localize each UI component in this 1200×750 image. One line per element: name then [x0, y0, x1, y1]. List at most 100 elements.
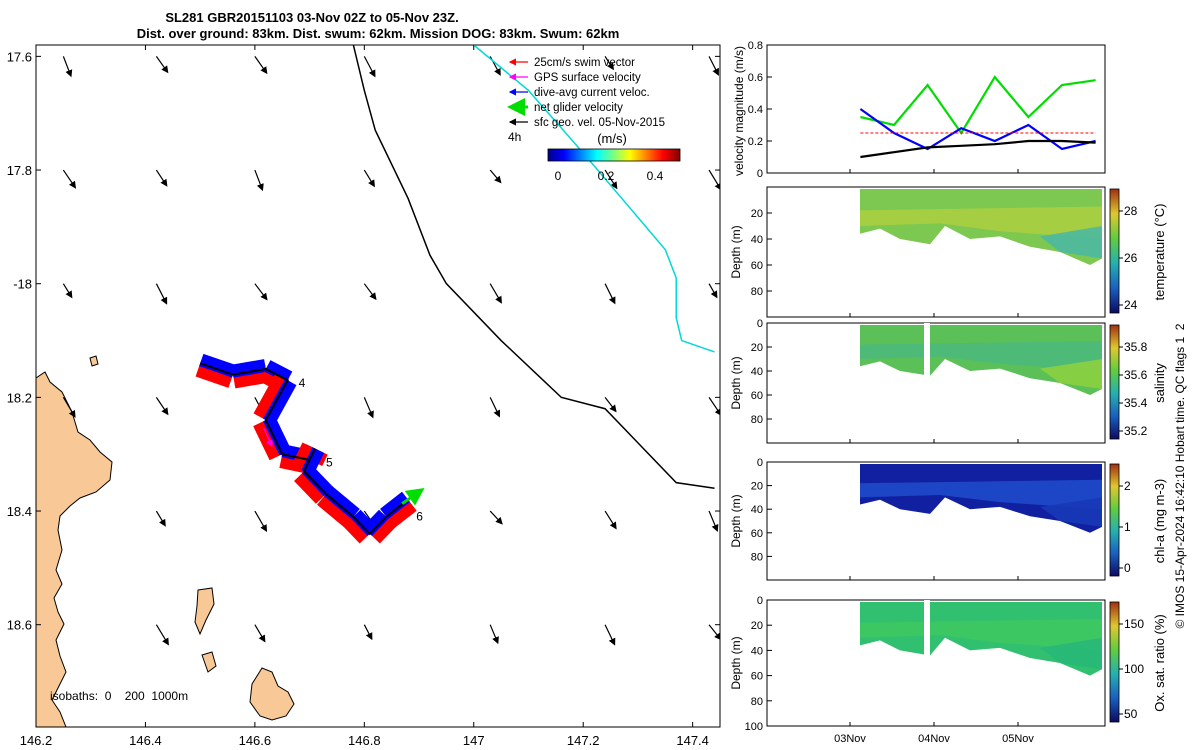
section-ytick-label: 20 [751, 620, 763, 632]
colorbar-tick-1: 0.2 [598, 169, 615, 183]
sfc-vector-arrow [254, 169, 264, 192]
dive-current-swath [263, 378, 297, 425]
colorbar-label: salinity [1152, 363, 1167, 403]
legend-gps-label: GPS surface velocity [534, 72, 641, 84]
sfc-vector-arrow [363, 169, 375, 188]
sfc-vector-arrow [708, 283, 718, 299]
sfc-vector-arrow [363, 397, 374, 419]
net-velocity-arrow [401, 487, 425, 506]
sfc-vector-arrow [363, 283, 377, 301]
colorbar-label: chl-a (mg m-3) [1152, 479, 1167, 564]
map-xtick-label: 146.2 [20, 733, 53, 748]
section-ylabel: Depth (m) [729, 494, 743, 547]
section-ytick-label: 40 [751, 645, 763, 657]
coastline-land [36, 371, 113, 727]
colorbar-tick-label: 24 [1124, 298, 1138, 312]
section-colorbar [1109, 463, 1120, 577]
section-ytick-label: 60 [751, 260, 763, 272]
velocity-line-dive-avg-current-veloc- [859, 108, 1096, 151]
velocity-line-net-glider-velocity [860, 75, 1096, 136]
section-ytick-label: 80 [751, 414, 763, 426]
sfc-vector-arrow [489, 397, 501, 418]
sfc-vector-arrow [489, 283, 502, 304]
island-1 [194, 587, 215, 636]
swim-vector-swath [343, 513, 373, 544]
sfc-vector-arrow [604, 169, 618, 190]
colorbar-tick-label: 2 [1124, 479, 1131, 493]
sfc-vector-arrow [155, 510, 166, 527]
sfc-vector-arrow [62, 283, 73, 299]
sfc-vector-arrow [604, 510, 617, 530]
colorbar-tick-label: 150 [1124, 617, 1144, 631]
sfc-vector-arrow [708, 169, 720, 191]
section-panel-salinity: 0 20 40 60 80 Depth (m) 35.8 35.6 35.4 35.2 salini… [729, 318, 1167, 444]
section-xtick-label: 05Nov [1002, 733, 1034, 745]
section-data-deep [1040, 497, 1102, 527]
section-xtick-label: 03Nov [834, 733, 866, 745]
section-panel-chla: 0 20 40 60 80 Depth (m) 2 1 0 chl-a (mg m-3) [729, 457, 1167, 581]
map-xtick-label: 146.6 [239, 733, 272, 748]
section-ytick-label: 60 [751, 390, 763, 402]
sfc-vector-arrow [155, 283, 168, 305]
colorbar-tick-label: 50 [1124, 707, 1138, 721]
swim-vector-swath [317, 490, 356, 528]
sfc-vector-arrow [155, 397, 169, 416]
isobath-1000m [473, 45, 715, 353]
section-ytick-label: 20 [751, 481, 763, 493]
glider-track: 4 5 6 [195, 353, 425, 544]
section-data-deep [1040, 226, 1102, 259]
legend-sfc-label: sfc geo. vel. 05-Nov-2015 [534, 117, 665, 129]
velocity-ytick-label: 0.6 [748, 72, 763, 84]
sfc-vector-arrow [62, 56, 73, 78]
velocity-y-axis: 0 0.2 0.4 0.6 0.8 [748, 40, 772, 180]
sfc-vector-arrow [708, 510, 719, 532]
map-xtick-label: 146.8 [348, 733, 381, 748]
sfc-vector-arrow [708, 397, 720, 417]
island-2 [249, 667, 295, 721]
dive-current-swath [324, 486, 360, 520]
island-4 [89, 355, 99, 367]
section-data-layer [860, 206, 1102, 239]
section-ytick-label: 80 [751, 286, 763, 298]
sfc-vector-arrow [254, 510, 268, 533]
sfc-vector-field [62, 56, 720, 646]
section-ytick-label: 40 [751, 504, 763, 516]
section-ytick-label: 0 [757, 318, 763, 330]
map-x-axis: 146.2 146.4 146.6 146.8 147 147.2 147.4 [20, 45, 709, 748]
colorbar-label: temperature (°C) [1152, 204, 1167, 301]
sfc-vector-arrow [254, 624, 266, 643]
track-line [199, 362, 409, 536]
sfc-vector-arrow [254, 283, 268, 301]
colorbar-tick-label: 28 [1124, 204, 1138, 218]
velocity-ytick-label: 0 [757, 168, 763, 180]
sfc-vector-arrow [363, 624, 373, 641]
legend-net-label: net glider velocity [534, 102, 623, 114]
section-panel-ox: 0 20 40 60 80 100 Depth (m) 150 100 50 Ox. sat. ra… [729, 595, 1167, 733]
section-ytick-label: 60 [751, 671, 763, 683]
dive-current-swath [362, 509, 389, 536]
day-marker-label: 4 [299, 376, 306, 390]
map-xtick-label: 147.2 [567, 733, 600, 748]
sfc-vector-arrow [489, 624, 499, 645]
map-ytick-label: 18.4 [7, 504, 32, 519]
sfc-vector-arrow [604, 624, 616, 646]
sfc-vector-arrow [708, 624, 720, 641]
legend-dive-label: dive-avg current veloc. [534, 87, 650, 99]
section-data-layer [860, 479, 1102, 510]
map-ytick-label: 17.8 [7, 163, 32, 178]
sfc-vector-arrow [489, 169, 502, 184]
vector-scale-label: 4h [508, 130, 521, 144]
colorbar-tick-2: 0.4 [647, 169, 664, 183]
title-line-1: SL281 GBR20151103 03-Nov 02Z to 05-Nov 2… [165, 10, 458, 25]
section-ylabel: Depth (m) [729, 225, 743, 278]
isobaths-label: isobaths: 0 200 1000m [50, 689, 188, 703]
dive-current-swath [380, 491, 410, 520]
footer-note: © IMOS 15-Apr-2024 16:42:10 Hobart time.… [1173, 323, 1187, 628]
section-x-axis: 03Nov 04Nov 05Nov [834, 169, 1034, 745]
dive-current-swath [301, 464, 334, 497]
sfc-vector-arrow [708, 56, 719, 76]
sfc-vector-arrow [604, 56, 614, 71]
dive-current-swath [264, 360, 293, 383]
map-frame [35, 44, 721, 728]
section-xtick-label: 04Nov [918, 733, 950, 745]
